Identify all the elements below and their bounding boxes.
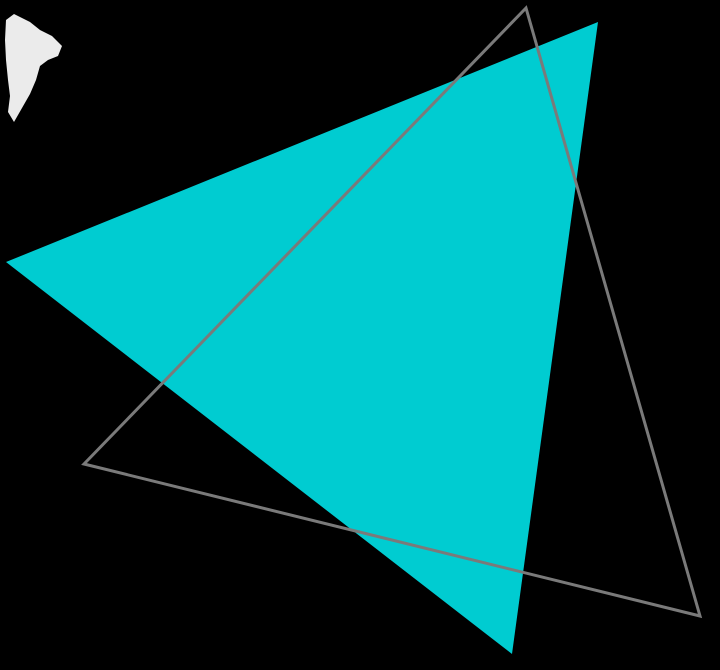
white-smudge <box>5 14 62 122</box>
filled-triangle <box>6 22 598 654</box>
outline-triangle <box>81 5 703 619</box>
